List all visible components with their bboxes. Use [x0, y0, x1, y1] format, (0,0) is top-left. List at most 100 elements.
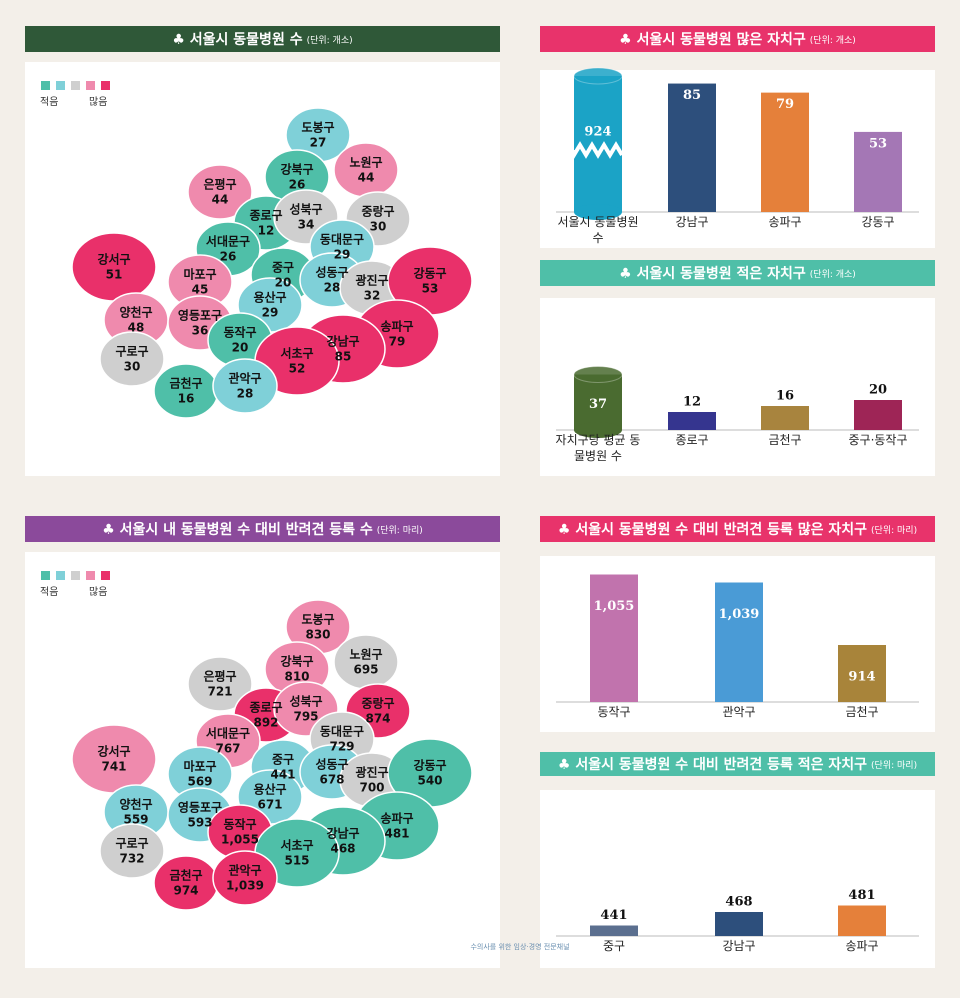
header-bar	[540, 26, 935, 52]
header-bar	[25, 516, 500, 542]
district-value: 721	[207, 685, 232, 699]
district-value: 974	[173, 884, 198, 898]
legend-swatch	[41, 571, 50, 580]
district-value: 30	[370, 220, 387, 234]
district-name: 용산구	[253, 290, 286, 305]
value-label: 79	[776, 97, 794, 112]
cylinder-bottom	[574, 422, 622, 438]
district-value: 569	[187, 775, 212, 789]
district-value: 27	[310, 136, 327, 150]
district-value: 28	[324, 281, 341, 295]
legend-swatch	[101, 81, 110, 90]
bar	[761, 92, 809, 212]
legend-swatch	[71, 571, 80, 580]
district-value: 30	[124, 360, 141, 374]
district-name: 성동구	[315, 758, 348, 772]
district-value: 20	[232, 341, 249, 355]
district-value: 441	[270, 768, 295, 782]
category-label-box: 강남구	[675, 215, 708, 229]
title-text: ♣ 서울시 동물병원 적은 자치구	[619, 265, 806, 282]
category-label: 금천구	[768, 433, 802, 447]
district-value: 45	[192, 283, 209, 297]
unit-text: (단위: 마리)	[377, 525, 423, 536]
district-name: 은평구	[203, 178, 236, 192]
district-area	[187, 656, 253, 712]
legend-swatch	[101, 571, 110, 580]
category-label: 금천구	[845, 705, 879, 719]
header-bar	[540, 516, 935, 542]
district-value: 1,039	[226, 879, 264, 893]
district-value: 51	[106, 268, 123, 282]
district-name: 영등포구	[178, 308, 222, 323]
district-value: 85	[335, 350, 352, 364]
category-label-box: 자치구당 평균 동물병원 수	[555, 433, 641, 463]
bar	[838, 905, 886, 936]
bar	[590, 925, 638, 936]
unit-text: (단위: 마리)	[871, 760, 917, 771]
district-value: 79	[389, 335, 406, 349]
title-text: ♣ 서울시 동물병원 수 대비 반려견 등록 적은 자치구	[558, 756, 867, 773]
cylinder-bottom	[574, 204, 622, 220]
map	[71, 107, 473, 419]
bar	[668, 412, 716, 430]
district-name: 은평구	[203, 670, 236, 684]
district-name: 광진구	[355, 273, 388, 288]
chart-title: ♣ 서울시 내 동물병원 수 대비 반려견 등록 수 (단위: 마리)	[102, 521, 423, 538]
bar	[715, 582, 763, 702]
category-label: 중구	[602, 939, 626, 953]
district-value: 44	[358, 171, 375, 185]
category-label-box: 금천구	[768, 433, 802, 447]
header-bar	[540, 752, 935, 776]
district-name: 종로구	[249, 209, 282, 223]
bar	[668, 83, 716, 212]
district-name: 용산구	[253, 782, 286, 797]
header-bar	[25, 26, 500, 52]
district-area	[99, 823, 165, 879]
axis-break	[572, 141, 624, 163]
legend-low: 적음	[40, 586, 58, 598]
district-value: 515	[284, 854, 309, 868]
district-name: 중구	[272, 753, 294, 767]
bar	[854, 400, 902, 430]
bar	[854, 131, 902, 212]
value-label: 441	[600, 908, 627, 923]
district-name: 서대문구	[206, 234, 250, 249]
district-name: 도봉구	[301, 613, 334, 627]
title-text: ♣ 서울시 동물병원 수 대비 반려견 등록 많은 자치구	[558, 521, 867, 538]
category-label: 중구·동작구	[848, 433, 908, 447]
district-name: 구로구	[115, 837, 148, 851]
district-name: 관악구	[228, 371, 261, 386]
category-label: 강동구	[861, 215, 895, 229]
district-value: 1,055	[221, 833, 259, 847]
legend-high: 많음	[89, 96, 107, 108]
cylinder-top	[573, 366, 623, 383]
bar	[838, 645, 886, 702]
district-name: 강서구	[97, 252, 130, 267]
district-value: 12	[258, 224, 275, 238]
district-area	[99, 331, 165, 387]
district-value: 540	[417, 774, 442, 788]
unit-text: (단위: 개소)	[307, 35, 353, 46]
category-label: 자치구당 평균 동물병원 수	[555, 433, 641, 463]
category-label-box: 서울시 동물병원 수	[557, 215, 638, 245]
category-label-box: 강남구	[722, 939, 756, 953]
title-text: ♣ 서울시 동물병원 많은 자치구	[619, 31, 806, 48]
map	[71, 599, 473, 911]
category-label: 강남구	[722, 939, 756, 953]
district-name: 동대문구	[320, 725, 364, 739]
district-value: 36	[192, 324, 209, 338]
district-name: 강북구	[280, 163, 313, 177]
district-value: 559	[123, 813, 148, 827]
district-value: 700	[359, 781, 384, 795]
district-value: 767	[215, 742, 240, 756]
category-label-box: 관악구	[722, 705, 755, 719]
value-label: 468	[725, 895, 752, 910]
category-label-box: 금천구	[845, 705, 879, 719]
bar	[761, 406, 809, 430]
district-area	[212, 850, 278, 906]
chart-title: ♣ 서울시 동물병원 수 대비 반려견 등록 적은 자치구 (단위: 마리)	[558, 756, 917, 773]
unit-text: (단위: 마리)	[871, 525, 917, 536]
cylinder-top	[573, 67, 623, 85]
district-value: 830	[305, 628, 330, 642]
